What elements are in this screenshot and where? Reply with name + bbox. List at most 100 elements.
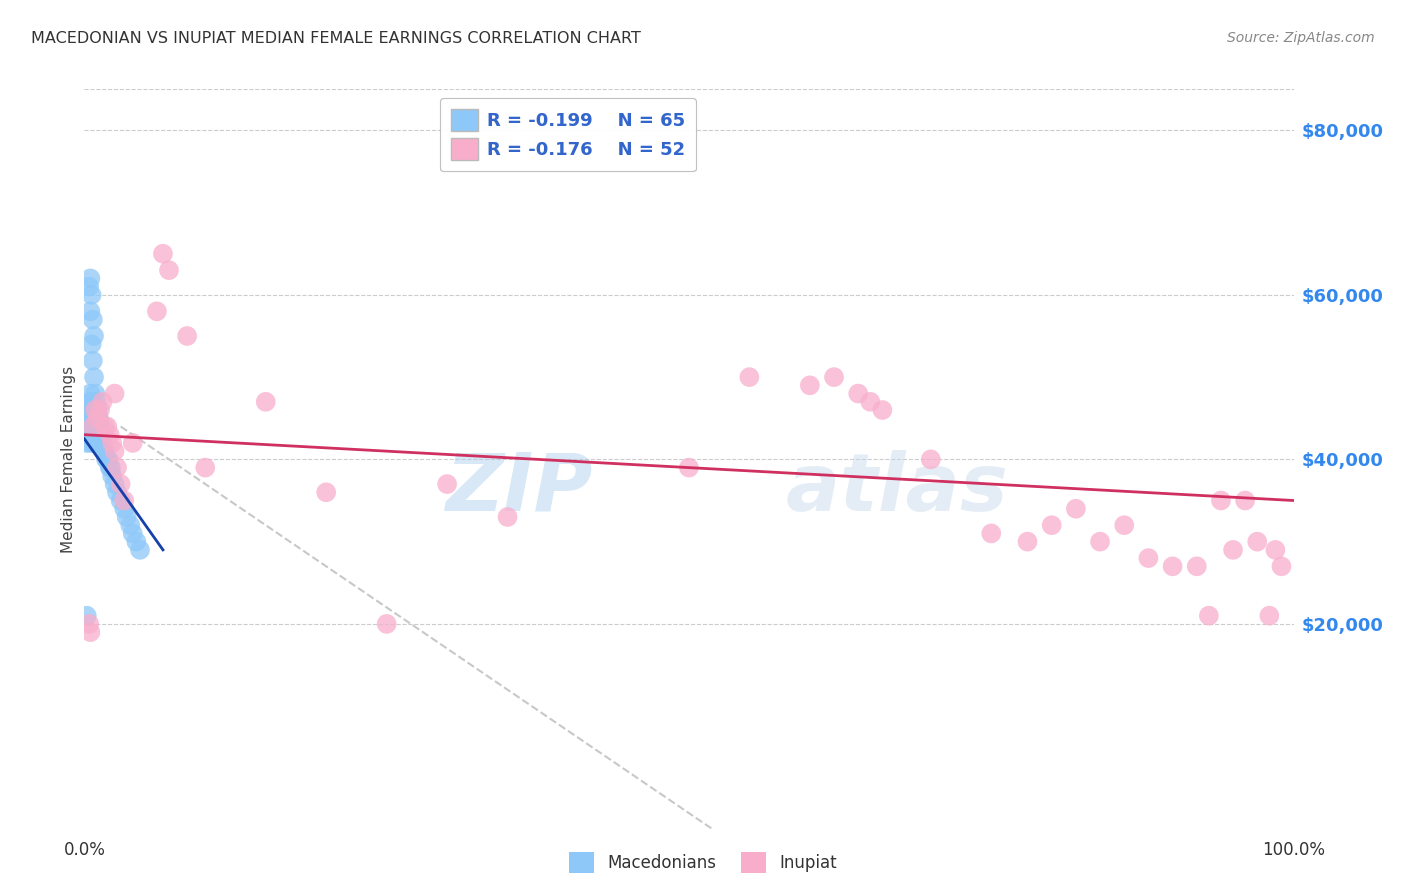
Point: [1017, 534, 1039, 549]
Point: [496, 510, 519, 524]
Point: [1114, 518, 1136, 533]
Point: [1258, 608, 1281, 623]
Point: [77, 279, 100, 293]
Point: [84, 386, 107, 401]
Point: [91, 394, 114, 409]
Point: [375, 616, 398, 631]
Text: MACEDONIAN VS INUPIAT MEDIAN FEMALE EARNINGS CORRELATION CHART: MACEDONIAN VS INUPIAT MEDIAN FEMALE EARN…: [31, 31, 641, 46]
Point: [738, 370, 761, 384]
Point: [89, 403, 111, 417]
Point: [93, 444, 115, 458]
Point: [823, 370, 845, 384]
Point: [87, 411, 110, 425]
Point: [129, 542, 152, 557]
Point: [98, 460, 121, 475]
Point: [82, 427, 104, 442]
Point: [86, 394, 108, 409]
Point: [1222, 542, 1244, 557]
Point: [84, 436, 107, 450]
Point: [920, 452, 942, 467]
Point: [125, 534, 148, 549]
Point: [96, 419, 118, 434]
Point: [152, 246, 174, 260]
Point: [79, 419, 101, 434]
Point: [104, 386, 127, 401]
Point: [1246, 534, 1268, 549]
Point: [1137, 551, 1160, 566]
Point: [77, 403, 100, 417]
Point: [90, 427, 112, 442]
Point: [83, 419, 105, 434]
Point: [76, 608, 98, 623]
Point: [79, 271, 101, 285]
Point: [105, 460, 128, 475]
Point: [112, 501, 135, 516]
Point: [1264, 542, 1286, 557]
Point: [98, 427, 121, 442]
Point: [79, 403, 101, 417]
Point: [104, 444, 127, 458]
Point: [94, 452, 117, 467]
Point: [799, 378, 821, 392]
Point: [83, 329, 105, 343]
Point: [980, 526, 1002, 541]
Point: [859, 394, 882, 409]
Point: [105, 485, 128, 500]
Point: [82, 312, 104, 326]
Point: [146, 304, 169, 318]
Point: [112, 493, 135, 508]
Point: [82, 403, 104, 417]
Point: [157, 263, 180, 277]
Point: [1040, 518, 1063, 533]
Legend: Macedonians, Inupiat: Macedonians, Inupiat: [562, 846, 844, 880]
Point: [110, 493, 132, 508]
Point: [87, 427, 110, 442]
Point: [115, 510, 138, 524]
Point: [94, 419, 117, 434]
Point: [86, 427, 108, 442]
Point: [80, 427, 103, 442]
Point: [83, 370, 105, 384]
Point: [1064, 501, 1087, 516]
Point: [79, 304, 101, 318]
Point: [82, 419, 104, 434]
Point: [89, 419, 111, 434]
Point: [77, 419, 100, 434]
Point: [80, 337, 103, 351]
Point: [121, 436, 143, 450]
Point: [82, 419, 104, 434]
Point: [87, 436, 110, 450]
Point: [94, 444, 117, 458]
Point: [104, 477, 127, 491]
Point: [86, 436, 108, 450]
Point: [86, 411, 108, 425]
Point: [872, 403, 894, 417]
Point: [79, 386, 101, 401]
Point: [76, 436, 98, 450]
Point: [80, 411, 103, 425]
Point: [1161, 559, 1184, 574]
Point: [84, 403, 107, 417]
Point: [1270, 559, 1292, 574]
Point: [80, 394, 103, 409]
Point: [176, 329, 198, 343]
Point: [83, 436, 105, 450]
Point: [194, 460, 217, 475]
Point: [1185, 559, 1208, 574]
Legend: R = -0.199    N = 65, R = -0.176    N = 52: R = -0.199 N = 65, R = -0.176 N = 52: [440, 98, 696, 171]
Point: [1088, 534, 1111, 549]
Point: [91, 436, 114, 450]
Point: [77, 394, 100, 409]
Point: [86, 419, 108, 434]
Point: [254, 394, 277, 409]
Y-axis label: Median Female Earnings: Median Female Earnings: [60, 366, 76, 553]
Point: [97, 452, 120, 467]
Point: [678, 460, 700, 475]
Point: [79, 625, 101, 640]
Point: [80, 288, 103, 302]
Point: [83, 427, 105, 442]
Text: Source: ZipAtlas.com: Source: ZipAtlas.com: [1227, 31, 1375, 45]
Point: [1234, 493, 1257, 508]
Text: atlas: atlas: [786, 450, 1008, 528]
Point: [77, 411, 100, 425]
